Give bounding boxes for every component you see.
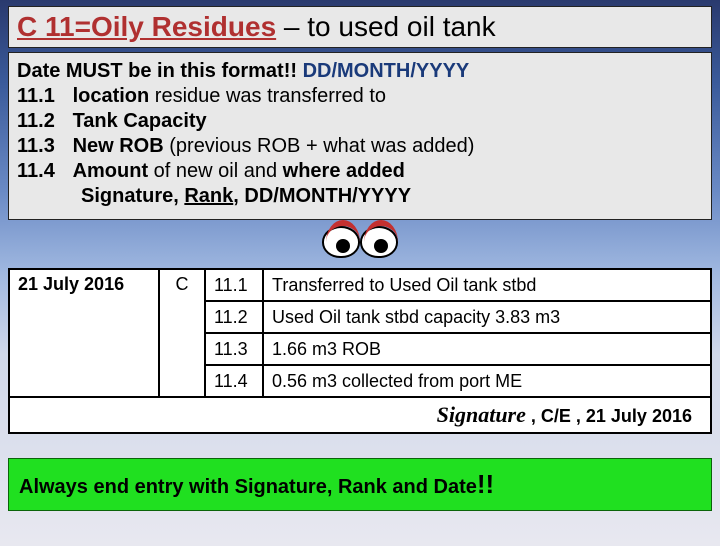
signature-rule: Signature, Rank, DD/MONTH/YYYY	[17, 184, 703, 209]
eyes-icon-wrap	[0, 224, 720, 266]
cell-desc: 1.66 m3 ROB	[263, 333, 711, 365]
footer-bang: !!	[477, 469, 494, 499]
table-row: 21 July 2016 C 11.1 Transferred to Used …	[9, 269, 711, 301]
signature-rest: , C/E , 21 July 2016	[526, 406, 692, 426]
cell-desc: 0.56 m3 collected from port ME	[263, 365, 711, 397]
signature-row: Signature , C/E , 21 July 2016	[9, 397, 711, 433]
signature-script: Signature	[437, 402, 526, 427]
cell-code: C	[159, 269, 205, 397]
date-format-line: Date MUST be in this format!! DD/MONTH/Y…	[17, 59, 703, 84]
rule-row-1: 11.1 location residue was transferred to	[17, 84, 703, 109]
cell-desc: Transferred to Used Oil tank stbd	[263, 269, 711, 301]
rule-row-2: 11.2 Tank Capacity	[17, 109, 703, 134]
footer-box: Always end entry with Signature, Rank an…	[8, 458, 712, 511]
date-format: DD/MONTH/YYYY	[303, 60, 470, 82]
cell-desc: Used Oil tank stbd capacity 3.83 m3	[263, 301, 711, 333]
title-box: C 11=Oily Residues – to used oil tank	[8, 6, 712, 48]
cell-date: 21 July 2016	[9, 269, 159, 397]
eye-left-icon	[322, 226, 360, 258]
log-table: 21 July 2016 C 11.1 Transferred to Used …	[8, 268, 712, 434]
title-main: C 11=Oily Residues	[17, 11, 276, 42]
rule-row-4: 11.4 Amount of new oil and where added	[17, 159, 703, 184]
cell-sub: 11.2	[205, 301, 263, 333]
rules-box: Date MUST be in this format!! DD/MONTH/Y…	[8, 52, 712, 220]
signature-cell: Signature , C/E , 21 July 2016	[9, 397, 711, 433]
eyes-icon	[320, 224, 400, 260]
cell-sub: 11.4	[205, 365, 263, 397]
cell-sub: 11.1	[205, 269, 263, 301]
title-rest: – to used oil tank	[276, 11, 495, 42]
cell-sub: 11.3	[205, 333, 263, 365]
date-prefix: Date MUST be in this format!!	[17, 60, 303, 82]
footer-text: Always end entry with Signature, Rank an…	[19, 476, 477, 498]
rule-row-3: 11.3 New ROB (previous ROB + what was ad…	[17, 134, 703, 159]
eye-right-icon	[360, 226, 398, 258]
